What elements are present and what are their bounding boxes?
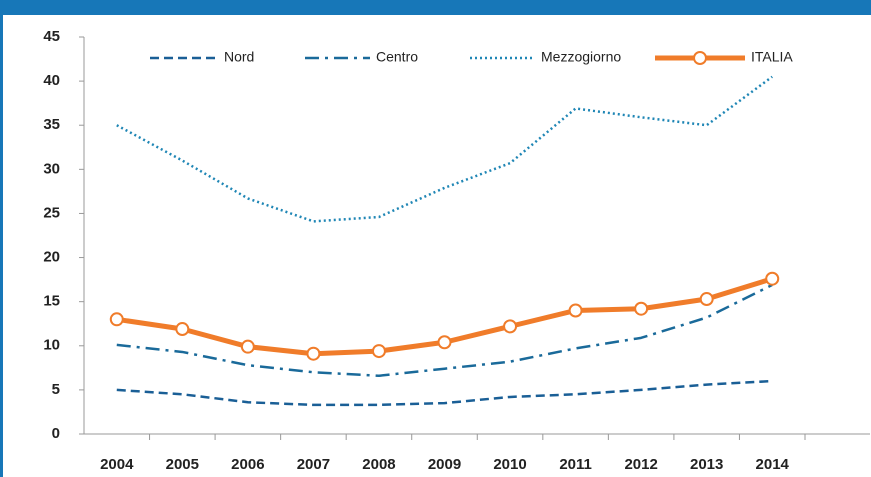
left-border [0, 0, 3, 477]
legend-label: ITALIA [751, 49, 793, 65]
y-tick-label: 0 [52, 425, 60, 442]
x-tick-label: 2004 [100, 456, 134, 473]
series-line [116, 283, 773, 378]
point [634, 301, 649, 316]
y-tick-label: 20 [43, 249, 60, 266]
series-line [116, 379, 773, 407]
x-tick-label: 2010 [493, 456, 526, 473]
point [306, 346, 321, 361]
x-tick-label: 2012 [624, 456, 657, 473]
y-tick-label: 45 [43, 28, 60, 45]
y-tick-label: 30 [43, 160, 60, 177]
point [568, 303, 583, 318]
point [437, 335, 452, 350]
point [371, 344, 386, 359]
x-tick-label: 2011 [559, 456, 592, 473]
x-tick-label: 2014 [756, 456, 790, 473]
x-tick-label: 2008 [362, 456, 395, 473]
series-line [116, 75, 773, 223]
x-tick-label: 2013 [690, 456, 723, 473]
x-tick-label: 2007 [297, 456, 330, 473]
y-tick-label: 25 [43, 204, 60, 221]
point [240, 339, 255, 354]
point [699, 292, 714, 307]
y-tick-label: 40 [43, 72, 60, 89]
legend-label: Centro [376, 49, 418, 65]
point [765, 271, 780, 286]
x-tick-label: 2009 [428, 456, 461, 473]
legend-marker [693, 51, 707, 65]
x-tick-label: 2006 [231, 456, 264, 473]
point [175, 322, 190, 337]
y-tick-label: 35 [43, 116, 60, 133]
header-bar [0, 0, 871, 15]
y-tick-label: 5 [52, 381, 60, 398]
y-tick-label: 10 [43, 337, 60, 354]
y-tick-label: 15 [43, 293, 60, 310]
x-tick-label: 2005 [166, 456, 199, 473]
legend-label: Mezzogiorno [541, 49, 621, 65]
point [503, 319, 518, 334]
point [109, 312, 124, 327]
legend-label: Nord [224, 49, 254, 65]
